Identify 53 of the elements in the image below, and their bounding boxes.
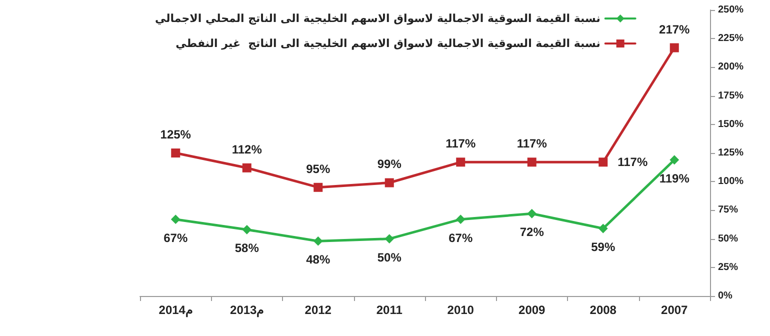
point [171, 148, 180, 158]
point [456, 158, 466, 167]
point [314, 182, 323, 192]
data-label: 58% [234, 241, 260, 256]
data-label: 117% [516, 136, 548, 151]
point [527, 209, 536, 218]
data-label: 48% [306, 252, 330, 267]
y-tick-label: 50% [718, 233, 738, 244]
y-tick-label: 100% [718, 176, 744, 188]
y-tick-label: 200% [718, 62, 744, 73]
data-label: 59% [591, 240, 616, 254]
data-label: 125% [160, 128, 192, 142]
y-tick-label: 125% [718, 148, 744, 158]
y-tick-label: 25% [718, 262, 738, 273]
x-tick-label: 2008 [590, 303, 617, 317]
x-tick-label: 2007 [661, 303, 688, 317]
data-label: 95% [306, 162, 330, 176]
y-tick-label: 75% [718, 204, 738, 216]
data-label: 217% [659, 22, 690, 36]
point [242, 163, 252, 172]
data-label: 117% [446, 136, 476, 151]
legend-label: نسبة القيمة السوقية الاجمالية لاسواق الاسهم الخليجية الى الناتج المحلي الاجمالي [154, 12, 600, 25]
data-label: 99% [377, 157, 402, 172]
data-label: 112% [232, 142, 262, 156]
data-label: 67% [164, 230, 188, 245]
point [384, 234, 394, 244]
point [242, 225, 252, 234]
legend-label: نسبة القيمة السوقية الاجمالية لاسواق الاسهم الخليجية الى الناتج غير النفطي [176, 37, 600, 50]
x-tick-label: 2009 [518, 303, 546, 317]
x-tick-label: 2013م [230, 303, 264, 318]
point [598, 158, 608, 167]
x-tick-label: 2011 [376, 303, 403, 317]
point [670, 43, 679, 52]
point [670, 155, 679, 164]
point [456, 214, 466, 224]
y-tick-label: 225% [718, 33, 744, 44]
x-tick-label: 2010 [447, 303, 474, 317]
point [314, 236, 323, 246]
data-label: 50% [377, 250, 402, 264]
x-tick-label: 2012 [304, 303, 332, 317]
point [384, 178, 394, 188]
y-tick-label: 175% [718, 90, 744, 102]
point [171, 214, 180, 224]
data-label: 72% [520, 225, 544, 240]
y-tick-label: 0% [718, 290, 733, 302]
y-tick-label: 250% [718, 4, 744, 16]
data-label: 67% [448, 230, 473, 245]
y-tick-label: 150% [718, 118, 744, 130]
data-label: 117% [618, 155, 648, 170]
point [598, 224, 608, 234]
data-label: 119% [659, 171, 690, 186]
point [527, 158, 536, 167]
x-tick-label: 2014م [158, 303, 192, 318]
